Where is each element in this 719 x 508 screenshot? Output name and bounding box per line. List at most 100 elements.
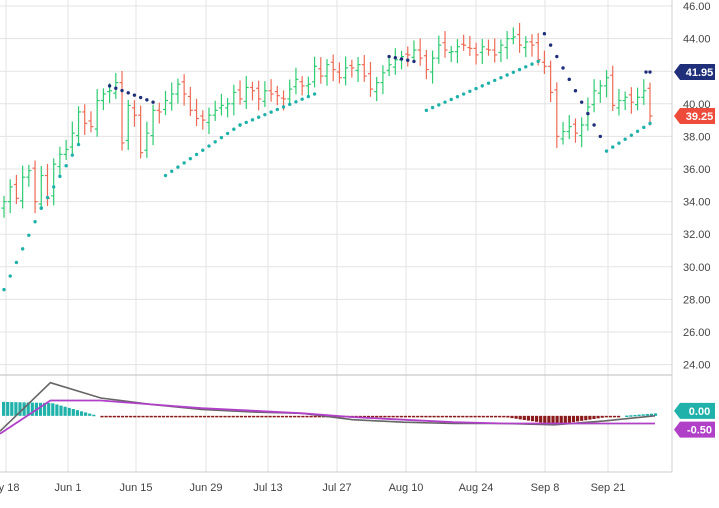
macd-histogram-bar	[112, 415, 116, 418]
macd-histogram-bar	[170, 415, 174, 418]
ohlc-bar	[243, 75, 249, 110]
psar-dot	[486, 81, 491, 85]
psar-dot	[33, 220, 37, 224]
macd-histogram-bar	[448, 415, 453, 418]
ohlc-bar	[324, 58, 330, 86]
macd-histogram-bar	[10, 402, 14, 416]
macd-histogram-bar	[645, 413, 649, 416]
psar-dot	[275, 107, 280, 112]
macd-histogram-bar	[424, 415, 428, 418]
ohlc-bar	[386, 55, 392, 77]
psar-dot	[58, 174, 62, 179]
psar-dot	[542, 32, 547, 36]
last-sar-badge: 41.95	[674, 64, 715, 81]
macd-histogram-bar	[403, 415, 407, 418]
macd-histogram-bar	[383, 415, 387, 418]
macd-histogram-bar	[530, 415, 535, 422]
macd-histogram-bar	[510, 415, 514, 419]
psar-dot	[387, 54, 391, 59]
psar-dot	[70, 153, 75, 157]
psar-dot	[145, 98, 149, 102]
ohlc-bar	[454, 39, 460, 64]
ohlc-bar	[336, 62, 342, 84]
ohlc-bar	[131, 100, 137, 127]
macd-histogram-bar	[473, 415, 477, 418]
ohlc-bar	[156, 102, 162, 124]
macd-histogram-bar	[289, 415, 293, 418]
macd-histogram-bar	[444, 415, 448, 418]
macd-histogram-bar	[239, 415, 243, 418]
macd-histogram-bar	[596, 415, 600, 419]
macd-histogram-bar	[366, 415, 371, 418]
psar-dot	[399, 57, 404, 61]
y-tick-label: 38.00	[683, 131, 711, 143]
x-tick-label: Aug 10	[389, 482, 424, 494]
ohlc-bar	[510, 27, 516, 45]
ohlc-bar	[51, 158, 57, 206]
ohlc-bar	[523, 36, 529, 58]
macd-histogram-bar	[207, 415, 211, 418]
macd-histogram-bar	[67, 407, 71, 416]
psar-dot	[648, 70, 652, 74]
psar-dot	[138, 95, 143, 100]
macd-histogram-bar	[399, 415, 403, 418]
macd-histogram-bar	[584, 415, 588, 421]
macd-histogram-bar	[592, 415, 596, 419]
macd-histogram-bar	[43, 402, 47, 416]
chart-axes: ay 18 Jun 1 Jun 15 Jun 29 Jul 13 Jul 27 Aug 10…	[0, 1, 711, 494]
macd-histogram-bar	[571, 415, 576, 423]
ohlc-bar	[26, 164, 32, 187]
macd-histogram-bar	[547, 415, 551, 424]
macd-histogram-bar	[235, 415, 239, 418]
ohlc-bar	[249, 81, 255, 101]
macd-hist-badge: 0.00	[674, 402, 715, 419]
macd-histogram-bar	[133, 415, 137, 418]
ohlc-bar	[492, 38, 498, 63]
ohlc-bar	[44, 163, 50, 207]
last-sar-badge-shape	[674, 64, 715, 81]
ohlc-bar	[1, 195, 7, 218]
psar-dot	[474, 86, 478, 91]
macd-histogram-bar	[629, 415, 633, 417]
price-candles[interactable]	[1, 22, 653, 218]
ohlc-bar	[591, 79, 597, 113]
ohlc-bar	[138, 105, 144, 159]
macd-histogram-bar	[551, 415, 555, 425]
y-tick-label: 24.00	[683, 360, 711, 372]
x-tick-label: Jul 27	[322, 482, 351, 494]
macd-histogram-bar	[252, 415, 256, 418]
macd-histogram-bar	[387, 415, 391, 418]
psar-dot	[312, 92, 317, 96]
psar-dot	[170, 169, 174, 174]
macd-panel[interactable]	[0, 381, 658, 435]
psar-dot	[14, 260, 19, 265]
macd-histogram-bar	[88, 413, 92, 416]
ohlc-bar	[417, 38, 423, 66]
macd-histogram-bar	[371, 415, 375, 418]
psar-dot	[567, 77, 571, 82]
macd-histogram-bar	[161, 415, 166, 418]
psar-dot	[573, 89, 578, 93]
ohlc-bar	[187, 86, 193, 117]
ohlc-bar	[430, 50, 436, 84]
ohlc-bar	[361, 55, 367, 82]
macd-histogram-bar	[18, 402, 22, 416]
price-badges: 41.95 39.25 0.00 -0.50	[674, 64, 715, 438]
macd-histogram-bar	[137, 415, 141, 418]
ohlc-bar	[150, 104, 156, 146]
macd-histogram-bar	[260, 415, 264, 418]
macd-histogram-bar	[305, 415, 309, 418]
y-tick-label: 34.00	[683, 197, 711, 209]
x-tick-label: ay 18	[0, 482, 19, 494]
ohlc-bar	[461, 34, 467, 51]
macd-signal-badge-shape	[674, 421, 715, 438]
ohlc-bar	[144, 121, 150, 158]
ohlc-bar	[194, 98, 200, 127]
psar-dot	[288, 102, 292, 107]
ohlc-bar	[32, 160, 38, 214]
macd-histogram-bar	[375, 415, 379, 418]
psar-dot	[213, 140, 217, 144]
macd-histogram-bar	[502, 415, 506, 418]
psar-dot	[269, 110, 273, 114]
